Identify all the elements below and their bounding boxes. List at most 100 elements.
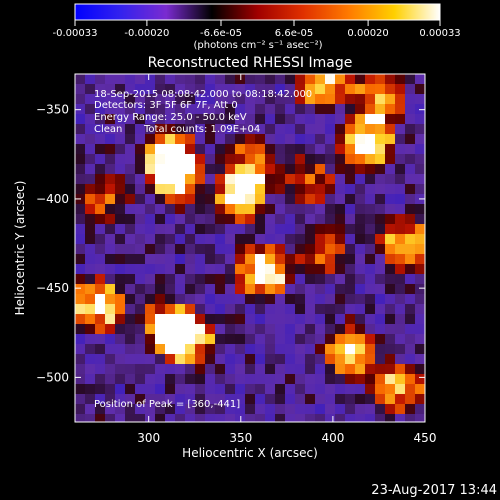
heatmap-cell: [225, 364, 236, 375]
heatmap-cell: [415, 414, 425, 422]
heatmap-cell: [315, 214, 326, 225]
heatmap-cell: [105, 194, 116, 205]
heatmap-cell: [395, 184, 406, 195]
heatmap-cell: [395, 324, 406, 335]
heatmap-cell: [305, 274, 316, 285]
heatmap-cell: [225, 264, 236, 275]
heatmap-cell: [125, 194, 136, 205]
heatmap-cell: [105, 364, 116, 375]
heatmap-cell: [105, 404, 116, 415]
colorbar-tick-label: 0.00020: [347, 28, 388, 39]
heatmap-cell: [205, 184, 216, 195]
heatmap-cell: [155, 124, 166, 135]
heatmap-cell: [285, 344, 296, 355]
heatmap-cell: [295, 154, 306, 165]
heatmap-cell: [315, 134, 326, 145]
heatmap-cell: [125, 224, 136, 235]
heatmap-cell: [265, 284, 276, 295]
heatmap-cell: [85, 304, 96, 315]
heatmap-cell: [125, 184, 136, 195]
y-tick-label: −400: [36, 192, 69, 206]
x-tick-labels: 300 350 400 450: [137, 431, 436, 445]
heatmap-cell: [325, 304, 336, 315]
heatmap-cell: [255, 274, 266, 285]
heatmap-cell: [225, 94, 236, 105]
heatmap-cell: [175, 134, 186, 145]
heatmap-cell: [295, 384, 306, 395]
heatmap-cell: [75, 274, 86, 285]
heatmap-cell: [95, 294, 106, 305]
heatmap-cell: [275, 294, 286, 305]
heatmap-cell: [165, 244, 176, 255]
heatmap-cell: [185, 184, 196, 195]
heatmap-cell: [405, 174, 416, 185]
info-text: 18-Sep-2015 08:08:42.000 to 08:18:42.000…: [94, 89, 312, 410]
heatmap-cell: [205, 254, 216, 265]
heatmap-cell: [205, 104, 216, 115]
heatmap-cell: [295, 394, 306, 405]
heatmap-cell: [315, 324, 326, 335]
heatmap-cell: [275, 324, 286, 335]
heatmap-cell: [305, 364, 316, 375]
heatmap-cell: [95, 194, 106, 205]
heatmap-cell: [75, 114, 86, 125]
heatmap-cell: [195, 394, 206, 405]
x-tick-label: 300: [137, 431, 160, 445]
heatmap-cell: [245, 164, 256, 175]
heatmap-cell: [315, 284, 326, 295]
heatmap-cell: [75, 414, 86, 422]
heatmap-cell: [135, 164, 146, 175]
heatmap-cell: [245, 224, 256, 235]
heatmap-cell: [165, 374, 176, 385]
heatmap-cell: [375, 114, 386, 125]
heatmap-cell: [355, 364, 366, 375]
heatmap-cell: [345, 154, 356, 165]
heatmap-cell: [355, 144, 366, 155]
heatmap-cell: [95, 74, 106, 85]
heatmap-cell: [75, 184, 86, 195]
heatmap-cell: [105, 414, 116, 422]
heatmap-cell: [355, 194, 366, 205]
heatmap-cell: [195, 314, 206, 325]
heatmap-cell: [225, 414, 236, 422]
heatmap-cell: [175, 304, 186, 315]
heatmap-cell: [385, 244, 396, 255]
heatmap-cell: [165, 134, 176, 145]
heatmap-cell: [335, 204, 346, 215]
heatmap-cell: [225, 214, 236, 225]
heatmap-cell: [265, 234, 276, 245]
info-method: Clean: [94, 124, 122, 135]
heatmap-cell: [185, 254, 196, 265]
heatmap-cell: [175, 164, 186, 175]
heatmap-cell: [335, 74, 346, 85]
heatmap-cell: [185, 124, 196, 135]
heatmap-cell: [185, 174, 196, 185]
heatmap-cell: [285, 254, 296, 265]
heatmap-cell: [285, 284, 296, 295]
heatmap-cell: [375, 284, 386, 295]
heatmap-cell: [325, 244, 336, 255]
heatmap-cell: [105, 284, 116, 295]
heatmap-cell: [265, 224, 276, 235]
heatmap-cell: [315, 394, 326, 405]
heatmap-cell: [365, 264, 376, 275]
heatmap-cell: [325, 74, 336, 85]
heatmap-cell: [305, 314, 316, 325]
heatmap-cell: [325, 334, 336, 345]
heatmap-cell: [215, 154, 226, 165]
heatmap-cell: [345, 124, 356, 135]
heatmap-cell: [305, 144, 316, 155]
heatmap-cell: [115, 124, 126, 135]
heatmap-cell: [345, 244, 356, 255]
heatmap-cell: [255, 304, 266, 315]
heatmap-cell: [135, 404, 146, 415]
heatmap-cell: [375, 294, 386, 305]
heatmap-cell: [95, 164, 106, 175]
heatmap-cell: [245, 114, 256, 125]
heatmap-cell: [315, 154, 326, 165]
info-time: 18-Sep-2015 08:08:42.000 to 08:18:42.000: [94, 89, 312, 100]
heatmap-cell: [95, 204, 106, 215]
heatmap-cell: [375, 264, 386, 275]
heatmap-cell: [245, 334, 256, 345]
heatmap-cell: [305, 374, 316, 385]
